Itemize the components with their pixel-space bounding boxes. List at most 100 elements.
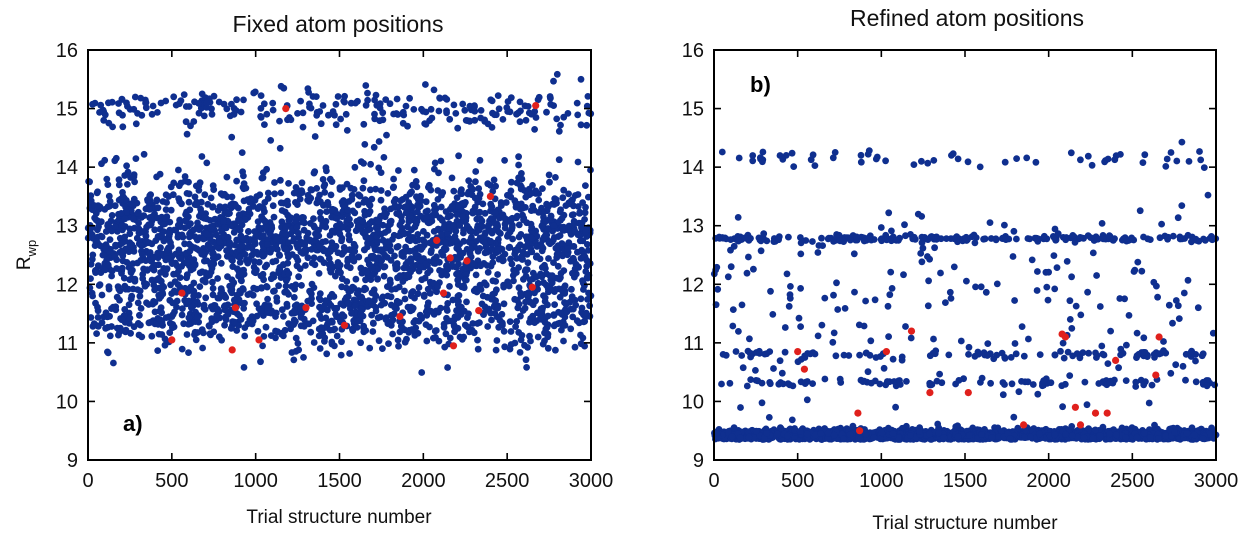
data-point <box>441 94 449 102</box>
data-point <box>520 275 527 283</box>
data-point <box>431 327 439 335</box>
data-point <box>333 215 341 222</box>
data-point <box>356 192 364 200</box>
data-point <box>357 310 365 318</box>
data-point <box>338 311 346 318</box>
data-point <box>557 270 565 277</box>
data-point <box>282 224 289 232</box>
data-point <box>489 277 497 285</box>
data-point <box>582 182 589 190</box>
data-point <box>477 107 485 114</box>
data-point <box>124 181 131 188</box>
data-point <box>158 309 166 317</box>
data-point <box>468 234 475 241</box>
data-point <box>518 170 525 177</box>
data-point <box>565 239 573 247</box>
data-point <box>170 226 178 234</box>
data-point <box>367 160 374 168</box>
data-point <box>564 251 571 259</box>
data-point <box>198 90 206 98</box>
data-point <box>193 314 201 321</box>
data-point <box>281 326 289 334</box>
data-point <box>332 272 339 280</box>
data-point <box>553 115 561 123</box>
data-point <box>97 101 105 109</box>
data-point <box>166 329 174 336</box>
data-point <box>121 215 129 223</box>
data-point <box>554 233 562 241</box>
x-tick-label: 500 <box>155 470 188 492</box>
data-point <box>527 207 535 215</box>
data-point <box>381 229 389 236</box>
data-point <box>362 276 369 284</box>
data-point <box>435 337 443 345</box>
data-point <box>344 226 352 234</box>
data-point <box>242 184 250 192</box>
data-point <box>384 320 392 327</box>
data-point <box>494 304 502 312</box>
data-point <box>487 182 494 189</box>
data-point <box>237 315 245 323</box>
data-point <box>304 191 312 199</box>
data-point <box>413 183 421 191</box>
data-point <box>154 249 162 257</box>
data-point <box>368 264 376 272</box>
data-point <box>317 120 325 128</box>
data-point <box>550 77 557 85</box>
data-point <box>316 243 324 251</box>
data-point <box>294 110 301 117</box>
data-point <box>518 332 526 339</box>
data-point <box>463 298 470 306</box>
data-point <box>434 283 441 291</box>
data-point <box>89 251 97 259</box>
data-point <box>205 243 213 251</box>
data-point <box>367 186 374 194</box>
data-point <box>402 102 410 110</box>
data-point <box>352 99 359 107</box>
data-point <box>391 304 399 311</box>
data-point <box>399 278 407 285</box>
data-point <box>272 334 279 342</box>
data-point <box>526 318 533 326</box>
data-point <box>299 109 307 117</box>
data-point <box>185 178 192 186</box>
data-point <box>442 239 450 247</box>
data-point <box>179 305 186 312</box>
data-point <box>515 161 522 169</box>
highlight-point <box>475 307 483 315</box>
data-point <box>401 295 409 303</box>
data-point <box>177 255 184 262</box>
data-point <box>517 292 525 300</box>
data-point <box>192 336 200 344</box>
data-point <box>127 200 135 208</box>
data-point <box>185 103 193 110</box>
data-point <box>481 279 488 287</box>
data-point <box>380 154 388 161</box>
data-point <box>264 241 271 248</box>
data-point <box>332 310 339 318</box>
data-point <box>486 227 494 234</box>
data-point <box>431 159 439 167</box>
data-point <box>253 285 261 293</box>
data-point <box>226 239 234 247</box>
highlight-point <box>528 283 536 291</box>
data-point <box>488 124 496 131</box>
data-point <box>199 249 206 257</box>
data-point <box>263 283 270 290</box>
data-point <box>320 182 328 190</box>
data-point <box>380 272 388 280</box>
data-point <box>522 116 530 124</box>
data-point <box>512 323 519 330</box>
data-point <box>533 273 540 281</box>
data-point <box>285 239 292 247</box>
data-point <box>101 111 109 119</box>
data-point <box>442 330 450 338</box>
data-point <box>108 98 116 106</box>
data-point <box>494 271 501 278</box>
data-point <box>118 221 126 229</box>
data-point <box>423 337 431 345</box>
data-point <box>376 100 384 108</box>
data-point <box>120 274 128 282</box>
data-point <box>326 326 334 334</box>
data-point <box>124 168 132 176</box>
